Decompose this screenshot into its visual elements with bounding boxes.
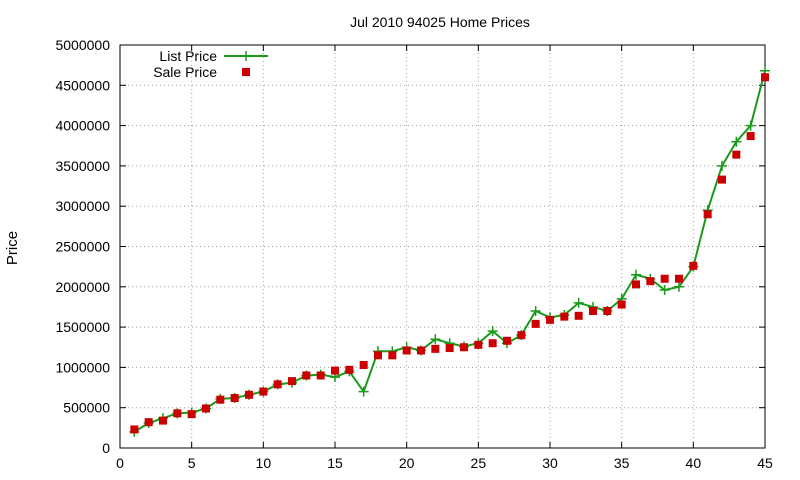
- y-tick-label: 2000000: [55, 279, 110, 295]
- legend-label-sale-price: Sale Price: [153, 64, 217, 80]
- sale-price-point: [531, 319, 540, 328]
- sale-price-point: [503, 336, 511, 345]
- y-tick-label: 4500000: [55, 77, 110, 93]
- x-tick-label: 10: [256, 455, 272, 471]
- series-sale-price: [130, 73, 769, 434]
- list-price-point: [358, 386, 369, 397]
- sale-price-point: [259, 387, 268, 396]
- sale-price-point: [746, 132, 755, 141]
- y-tick-label: 2500000: [55, 239, 110, 255]
- sale-price-point: [574, 311, 583, 320]
- sale-price-point: [617, 300, 626, 309]
- sale-price-point: [445, 344, 454, 353]
- sale-price-point: [187, 410, 196, 419]
- sale-price-point: [273, 380, 282, 389]
- sale-price-point: [517, 331, 526, 340]
- sale-price-point: [646, 277, 655, 286]
- x-tick-label: 15: [327, 455, 343, 471]
- x-tick-label: 0: [116, 455, 124, 471]
- list-price-point: [659, 285, 670, 296]
- x-tick-label: 35: [614, 455, 630, 471]
- y-axis-ticks: 0 500000 1000000 1500000 2000000 2500000 30000…: [55, 37, 765, 456]
- sale-price-point: [632, 280, 640, 289]
- series-list-price: [129, 65, 770, 437]
- sale-price-point: [216, 395, 225, 404]
- sale-price-point: [703, 210, 712, 219]
- y-tick-label: 5000000: [55, 37, 110, 53]
- x-tick-label: 45: [757, 455, 773, 471]
- y-tick-label: 500000: [63, 400, 110, 416]
- sale-price-point: [689, 261, 698, 270]
- sale-price-point: [144, 418, 153, 427]
- sale-price-point: [589, 306, 597, 315]
- sale-price-point: [660, 274, 669, 283]
- x-tick-label: 40: [686, 455, 702, 471]
- sale-price-point: [173, 409, 182, 418]
- x-axis-ticks: 0 5 10 15 20 25 30 35 40 45: [116, 45, 773, 471]
- sale-price-point: [603, 306, 612, 315]
- sale-price-point: [130, 425, 139, 434]
- sale-price-point: [345, 365, 354, 374]
- x-tick-label: 25: [471, 455, 487, 471]
- sale-price-point: [560, 312, 569, 321]
- sale-price-point: [417, 346, 425, 355]
- list-price-point: [745, 120, 756, 131]
- sale-price-point: [316, 371, 325, 380]
- sale-price-point: [488, 339, 497, 348]
- sale-price-point: [675, 274, 683, 283]
- sale-price-point: [374, 351, 382, 360]
- y-tick-label: 1000000: [55, 359, 110, 375]
- sale-price-point: [402, 346, 411, 355]
- sale-price-point: [331, 366, 339, 375]
- list-price-point: [631, 269, 641, 280]
- y-tick-label: 1500000: [55, 319, 110, 335]
- sale-price-point: [718, 175, 726, 184]
- list-price-point: [731, 136, 742, 147]
- list-price-point: [674, 281, 684, 292]
- x-tick-label: 20: [399, 455, 415, 471]
- sale-price-point: [546, 315, 554, 324]
- legend: List Price Sale Price: [153, 48, 268, 80]
- sale-price-point: [230, 394, 239, 403]
- list-price-point: [573, 297, 584, 308]
- sale-price-point: [302, 371, 311, 380]
- gridlines: [120, 45, 765, 448]
- sale-price-point: [761, 73, 769, 82]
- sale-price-point: [732, 150, 741, 159]
- y-tick-label: 3000000: [55, 198, 110, 214]
- y-axis-label: Price: [4, 231, 21, 265]
- list-price-point: [717, 160, 727, 171]
- legend-marker-sale-price: [242, 68, 250, 76]
- y-tick-label: 3500000: [55, 158, 110, 174]
- x-tick-label: 30: [542, 455, 558, 471]
- sale-price-point: [474, 340, 483, 349]
- y-tick-label: 4000000: [55, 118, 110, 134]
- list-price-line: [133, 70, 766, 433]
- sale-price-point: [159, 416, 167, 425]
- sale-price-point: [245, 390, 253, 399]
- list-price-point: [487, 326, 498, 337]
- x-tick-label: 5: [188, 455, 196, 471]
- list-price-point: [430, 334, 441, 345]
- sale-price-point: [388, 351, 397, 360]
- sale-price-point: [202, 404, 210, 413]
- sale-price-point: [431, 344, 440, 353]
- list-price-point: [530, 305, 541, 316]
- sale-price-point: [288, 377, 296, 386]
- legend-label-list-price: List Price: [159, 48, 217, 64]
- chart-title: Jul 2010 94025 Home Prices: [350, 14, 530, 30]
- sale-price-point: [460, 343, 468, 352]
- legend-marker-list-price: [241, 51, 251, 61]
- y-tick-label: 0: [102, 440, 110, 456]
- sale-price-point: [359, 360, 368, 369]
